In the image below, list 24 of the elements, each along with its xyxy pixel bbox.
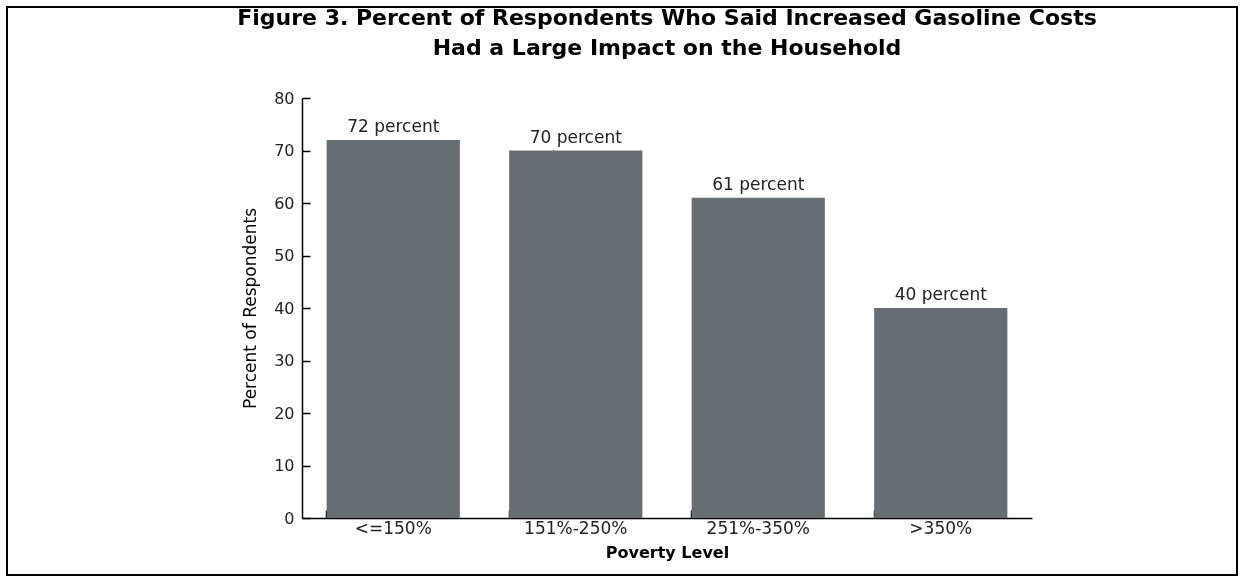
y-tick-label: 70 xyxy=(274,141,295,160)
data-label: 70 percent xyxy=(529,126,623,147)
x-tick-label: 151%-250% xyxy=(524,517,628,538)
y-tick-label: 40 xyxy=(274,298,295,318)
data-label: 40 percent xyxy=(894,284,988,304)
x-tick-label: >350% xyxy=(909,517,973,538)
y-axis-title: Percent of Respondents xyxy=(240,207,261,410)
bar xyxy=(691,197,825,518)
y-tick-label: 10 xyxy=(274,456,295,475)
y-tick-label: 30 xyxy=(274,351,295,370)
bar xyxy=(874,308,1008,518)
data-label: 72 percent xyxy=(347,116,440,136)
y-tick-label: 60 xyxy=(274,193,295,213)
x-axis-title: Poverty Level xyxy=(605,542,730,562)
y-tick-label: 20 xyxy=(274,403,295,423)
y-tick-label: 50 xyxy=(274,246,295,265)
bar xyxy=(326,140,460,518)
x-tick-label: 251%-350% xyxy=(706,517,810,538)
x-tick-label: <=150% xyxy=(354,517,432,538)
bar xyxy=(509,150,643,518)
y-tick-label: 80 xyxy=(274,88,295,108)
chart-title: Figure 3. Percent of Respondents Who Said Increased Gasoline Costs Had a Large Impact on the Household xyxy=(237,5,1097,60)
y-tick-label: 0 xyxy=(284,508,295,528)
data-label: 61 percent xyxy=(712,173,805,194)
